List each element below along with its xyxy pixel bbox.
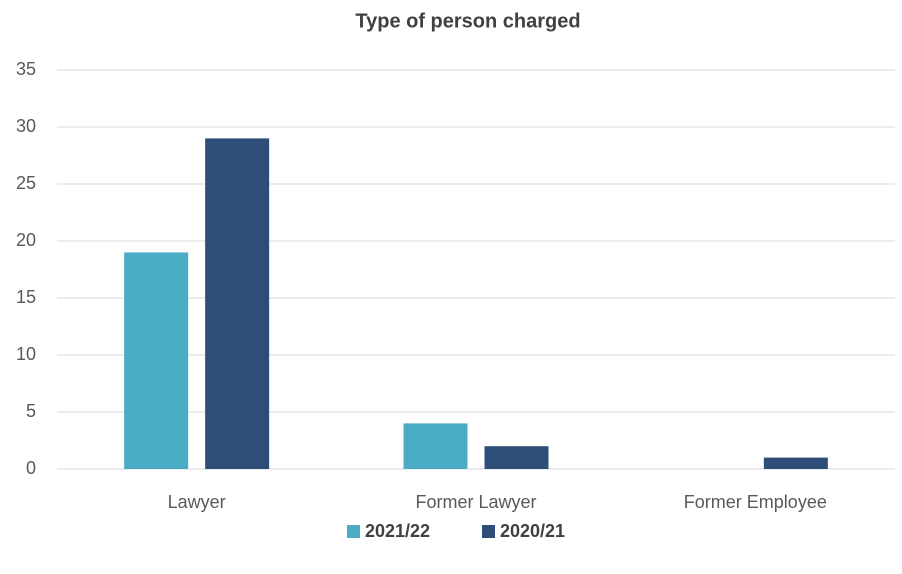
bar — [484, 446, 549, 469]
y-tick-label: 35 — [16, 59, 36, 79]
x-tick-label: Former Lawyer — [415, 492, 536, 512]
legend-swatch — [347, 525, 360, 538]
y-tick-label: 25 — [16, 173, 36, 193]
bar — [205, 138, 270, 469]
bar — [403, 423, 468, 469]
chart-title: Type of person charged — [355, 10, 580, 32]
y-tick-label: 5 — [26, 401, 36, 421]
y-tick-label: 30 — [16, 116, 36, 136]
y-tick-label: 10 — [16, 344, 36, 364]
y-tick-label: 20 — [16, 230, 36, 250]
bar — [763, 457, 828, 469]
x-tick-label: Lawyer — [168, 492, 226, 512]
y-tick-label: 15 — [16, 287, 36, 307]
bar — [124, 252, 189, 469]
x-tick-label: Former Employee — [684, 492, 827, 512]
legend-label: 2020/21 — [500, 521, 565, 541]
y-tick-label: 0 — [26, 458, 36, 478]
legend-swatch — [482, 525, 495, 538]
legend-label: 2021/22 — [365, 521, 430, 541]
